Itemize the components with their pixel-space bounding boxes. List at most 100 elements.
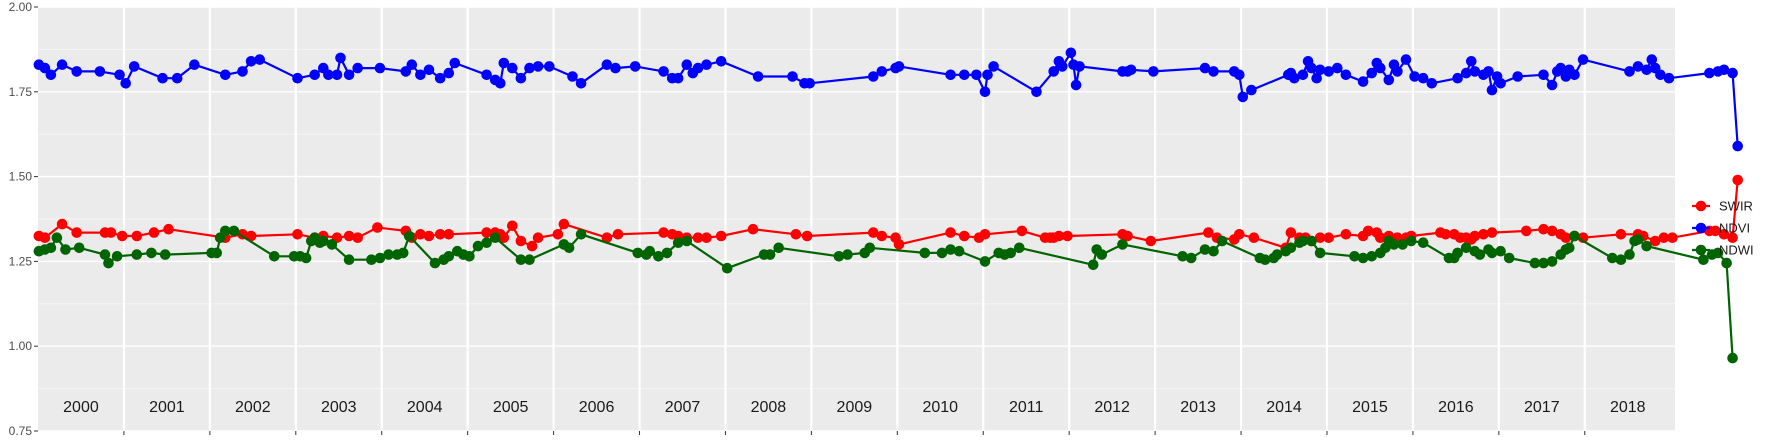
data-point-swir xyxy=(1478,229,1489,240)
data-point-ndwi xyxy=(945,244,956,255)
data-point-ndvi xyxy=(959,69,970,81)
data-point-ndvi xyxy=(692,62,704,74)
data-point-ndwi xyxy=(343,254,355,265)
data-point-ndvi xyxy=(352,62,364,74)
data-point-ndwi xyxy=(864,242,876,254)
data-point-swir xyxy=(131,230,143,242)
data-point-ndvi xyxy=(1727,67,1738,79)
data-point-swir xyxy=(1314,232,1326,243)
data-point-ndvi xyxy=(1070,79,1082,91)
data-point-swir xyxy=(1718,229,1730,240)
data-point-swir xyxy=(945,227,956,238)
data-point-ndwi xyxy=(681,235,693,247)
data-point-ndvi xyxy=(610,62,621,74)
data-point-swir xyxy=(1248,232,1260,243)
data-point-swir xyxy=(1667,232,1678,243)
data-point-ndvi xyxy=(1466,56,1477,67)
data-point-ndvi xyxy=(1065,47,1077,59)
data-point-swir xyxy=(352,232,364,243)
data-point-ndvi xyxy=(335,52,346,64)
data-point-ndwi xyxy=(146,247,157,259)
data-point-ndvi xyxy=(945,69,956,81)
data-point-ndvi xyxy=(56,59,68,70)
data-point-ndvi xyxy=(220,69,231,81)
data-point-ndvi xyxy=(171,72,183,84)
data-point-swir xyxy=(959,230,970,242)
year-label: 2012 xyxy=(1094,399,1130,416)
data-point-swir xyxy=(893,239,905,250)
data-point-swir xyxy=(498,232,510,243)
year-label: 2018 xyxy=(1610,399,1646,416)
data-point-ndwi xyxy=(73,242,85,254)
data-point-ndwi xyxy=(1486,247,1498,259)
data-point-ndwi xyxy=(1349,250,1360,262)
data-point-ndwi xyxy=(919,247,931,259)
data-point-swir xyxy=(526,240,538,252)
data-point-ndvi xyxy=(1483,66,1494,77)
data-point-ndwi xyxy=(1474,249,1486,260)
data-point-swir xyxy=(71,227,82,238)
data-point-ndwi xyxy=(1096,249,1108,260)
legend-label-ndwi: NDWI xyxy=(1719,243,1754,258)
y-tick-label: 2.00 xyxy=(9,0,33,14)
data-point-swir xyxy=(715,230,727,242)
series-ndwi xyxy=(33,225,1738,364)
data-point-ndwi xyxy=(60,244,71,255)
data-point-ndvi xyxy=(1383,74,1395,86)
data-point-ndvi xyxy=(1486,84,1498,96)
data-point-ndwi xyxy=(489,232,501,243)
year-label: 2009 xyxy=(837,399,873,416)
data-point-ndvi xyxy=(1426,78,1438,89)
data-point-ndwi xyxy=(1632,234,1644,245)
data-point-ndvi xyxy=(1323,66,1334,77)
data-point-swir xyxy=(1145,235,1157,247)
data-point-swir xyxy=(876,230,888,242)
data-point-ndwi xyxy=(524,254,535,265)
data-point-ndvi xyxy=(1469,66,1481,77)
data-point-ndvi xyxy=(982,69,993,81)
data-point-ndwi xyxy=(833,250,845,262)
data-point-ndwi xyxy=(672,237,684,248)
data-point-ndwi xyxy=(366,254,377,265)
data-point-ndvi xyxy=(507,62,518,74)
data-point-ndwi xyxy=(131,249,143,260)
data-point-swir xyxy=(1486,227,1498,238)
data-point-ndwi xyxy=(979,256,991,267)
data-point-swir xyxy=(423,230,435,242)
data-point-ndwi xyxy=(397,247,409,259)
data-point-ndvi xyxy=(1452,72,1463,84)
year-label: 2010 xyxy=(922,399,958,416)
data-point-swir xyxy=(1732,174,1743,186)
data-point-swir xyxy=(1658,232,1670,243)
data-point-swir xyxy=(692,232,704,243)
data-point-ndvi xyxy=(1340,69,1352,81)
data-point-ndvi xyxy=(406,59,418,70)
data-point-swir xyxy=(245,230,257,242)
data-point-ndwi xyxy=(269,250,280,262)
year-label: 2007 xyxy=(665,399,701,416)
data-point-ndwi xyxy=(99,249,111,260)
data-point-ndvi xyxy=(1048,66,1059,77)
year-label: 2013 xyxy=(1180,399,1216,416)
data-point-ndwi xyxy=(1177,250,1188,262)
data-point-ndvi xyxy=(1704,67,1715,79)
data-point-ndvi xyxy=(114,69,125,81)
data-point-ndwi xyxy=(1495,245,1506,257)
data-point-ndwi xyxy=(1417,237,1429,248)
data-point-swir xyxy=(1203,227,1214,238)
data-point-ndwi xyxy=(1216,235,1228,247)
data-point-ndvi xyxy=(1409,71,1420,82)
data-point-ndwi xyxy=(515,254,527,265)
data-point-ndwi xyxy=(1698,254,1709,265)
data-point-ndwi xyxy=(1388,239,1400,250)
data-point-ndvi xyxy=(498,57,510,69)
data-point-swir xyxy=(1615,229,1627,240)
data-point-ndvi xyxy=(1306,62,1317,74)
data-point-ndvi xyxy=(804,78,815,89)
legend-key-point xyxy=(1695,222,1707,234)
data-point-ndvi xyxy=(1148,66,1159,77)
data-point-ndvi xyxy=(1332,62,1343,74)
data-point-ndwi xyxy=(472,240,484,252)
data-point-ndwi xyxy=(1569,230,1580,242)
legend: SWIR NDVI NDWI xyxy=(1692,199,1754,258)
